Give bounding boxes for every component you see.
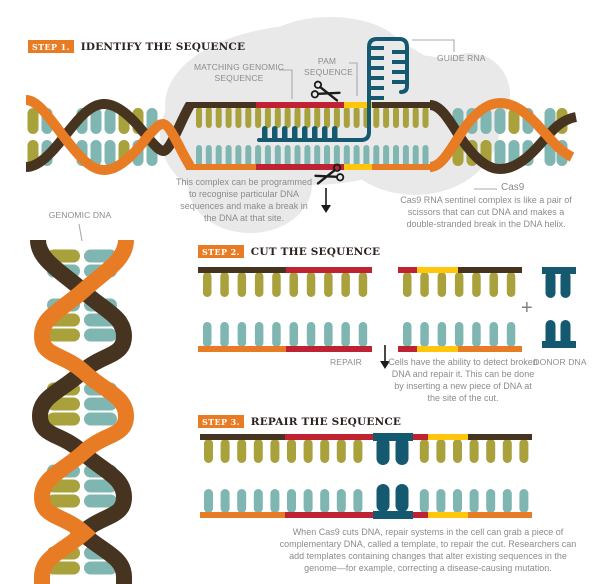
step3-header: STEP 3. REPAIR THE SEQUENCE [198, 415, 401, 428]
genomic-dna-label: GENOMIC DNA [48, 210, 112, 220]
helix-strand-brown [25, 98, 195, 172]
bottom-strand-teeth [196, 145, 429, 166]
guide-rna-line [412, 39, 455, 52]
matching-sequence-line [279, 69, 293, 99]
step3-badge: STEP 3. [198, 415, 244, 428]
label-connectors [78, 39, 497, 242]
guide-rna-rungs [369, 46, 407, 100]
step1-header: STEP 1. IDENTIFY THE SEQUENCE [28, 40, 245, 53]
scissors-icon [310, 80, 341, 102]
donor-dna-bottom [542, 320, 576, 348]
down-arrow-icon [380, 345, 390, 369]
helix-strand-brown [30, 238, 133, 584]
guide-rna-strand [257, 37, 409, 142]
helix-strand-orange [33, 239, 135, 584]
dna-double-helix [25, 37, 578, 176]
step2-cut-fragments [198, 267, 576, 352]
guide-rna-teeth [262, 126, 338, 141]
step3-repaired-strands [200, 433, 532, 519]
step1-caption: This complex can be programmed to recogn… [175, 177, 313, 223]
donor-dna-label: DONOR DNA [533, 357, 587, 367]
step2-caption: Cells have the ability to detect broken … [388, 357, 538, 403]
helix-strand-orange [25, 95, 195, 176]
helix-strand-orange [429, 97, 575, 172]
genomic-dna-line [78, 223, 83, 242]
top-strand-teeth [196, 107, 429, 128]
matching-genomic-sequence-label: MATCHING GENOMIC SEQUENCE [193, 62, 285, 83]
bottom-strand-bar [186, 164, 430, 170]
pam-sequence-line [349, 62, 358, 96]
donor-dna-top [542, 267, 576, 298]
repair-label: REPAIR [330, 357, 362, 367]
step1-title: IDENTIFY THE SEQUENCE [80, 40, 246, 53]
step3-caption: When Cas9 cuts DNA, repair systems in th… [279, 527, 577, 573]
step1-badge: STEP 1. [28, 40, 74, 53]
genomic-dna-helix [30, 238, 135, 584]
cas9-label: Cas9 [501, 182, 525, 193]
guide-rna-label: GUIDE RNA [437, 53, 486, 63]
step2-badge: STEP 2. [198, 245, 244, 258]
cas9-caption: Cas9 RNA sentinel complex is like a pair… [400, 195, 572, 229]
pam-sequence-label: PAM SEQUENCE [304, 56, 353, 77]
plus-sign: + [521, 297, 533, 319]
step2-title: CUT THE SEQUENCE [250, 245, 381, 258]
step3-title: REPAIR THE SEQUENCE [250, 415, 402, 428]
top-strand-bar [186, 102, 430, 108]
down-arrow-icon [321, 188, 331, 213]
step2-header: STEP 2. CUT THE SEQUENCE [198, 245, 380, 258]
scissors-icon [314, 163, 345, 185]
